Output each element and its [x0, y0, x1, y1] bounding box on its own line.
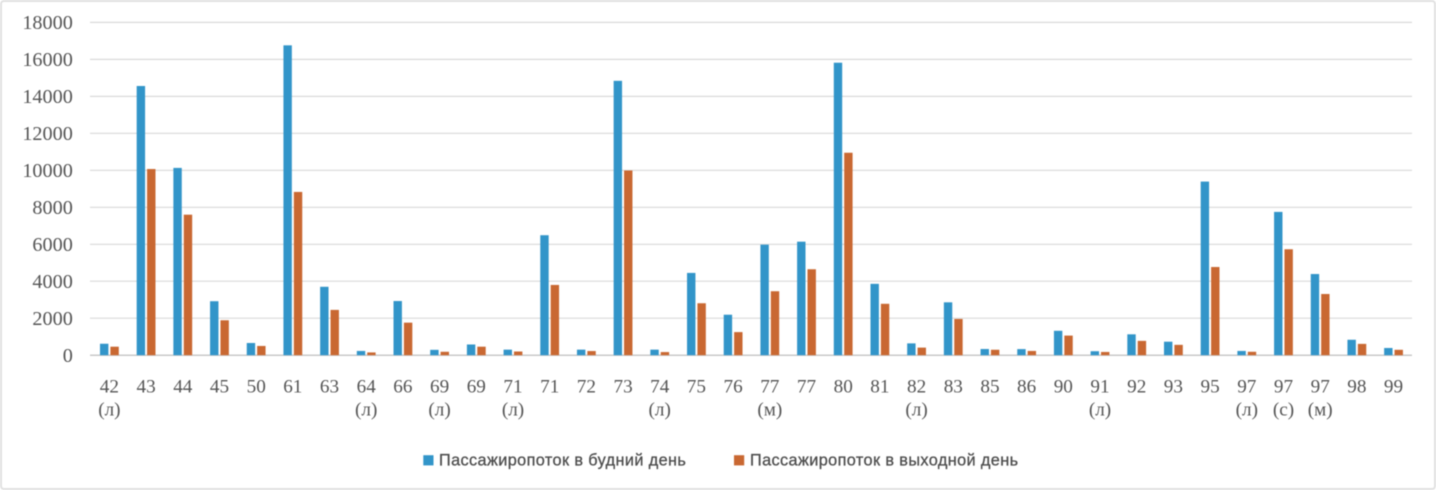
svg-text:83: 83	[944, 377, 963, 398]
svg-text:0: 0	[63, 345, 73, 367]
svg-text:16000: 16000	[22, 49, 72, 71]
svg-text:2000: 2000	[32, 308, 72, 330]
svg-text:97: 97	[1274, 377, 1294, 398]
svg-text:(л): (л)	[98, 400, 120, 421]
svg-text:74: 74	[650, 377, 670, 398]
svg-text:80: 80	[834, 377, 853, 398]
svg-text:18000: 18000	[22, 12, 72, 34]
svg-text:75: 75	[687, 377, 706, 398]
svg-text:77: 77	[797, 377, 817, 398]
svg-text:Пассажиропоток в выходной день: Пассажиропоток в выходной день	[750, 451, 1018, 469]
svg-text:76: 76	[724, 377, 744, 398]
svg-text:92: 92	[1127, 377, 1146, 398]
svg-text:12000: 12000	[22, 123, 72, 145]
svg-text:Пассажиропоток в будний день: Пассажиропоток в будний день	[439, 451, 686, 469]
svg-text:(л): (л)	[428, 400, 450, 421]
svg-text:6000: 6000	[32, 234, 72, 256]
svg-text:(м): (м)	[1308, 400, 1333, 421]
svg-text:43: 43	[137, 377, 156, 398]
svg-text:(л): (л)	[355, 400, 377, 421]
svg-text:42: 42	[100, 377, 119, 398]
svg-text:81: 81	[870, 377, 889, 398]
svg-text:44: 44	[173, 377, 193, 398]
svg-text:8000: 8000	[32, 197, 72, 219]
svg-text:64: 64	[357, 377, 377, 398]
svg-text:61: 61	[283, 377, 302, 398]
svg-text:72: 72	[577, 377, 596, 398]
svg-text:97: 97	[1237, 377, 1257, 398]
svg-text:98: 98	[1347, 377, 1366, 398]
svg-text:71: 71	[540, 377, 559, 398]
svg-text:82: 82	[907, 377, 926, 398]
svg-text:50: 50	[247, 377, 266, 398]
svg-text:91: 91	[1090, 377, 1109, 398]
svg-text:99: 99	[1384, 377, 1403, 398]
svg-text:66: 66	[393, 377, 413, 398]
svg-text:73: 73	[614, 377, 633, 398]
svg-text:63: 63	[320, 377, 339, 398]
svg-text:86: 86	[1017, 377, 1037, 398]
svg-text:(с): (с)	[1273, 400, 1294, 421]
svg-text:4000: 4000	[32, 271, 72, 293]
svg-text:(м): (м)	[757, 400, 782, 421]
svg-text:77: 77	[760, 377, 780, 398]
svg-text:(л): (л)	[502, 400, 524, 421]
svg-text:93: 93	[1164, 377, 1183, 398]
svg-text:97: 97	[1311, 377, 1331, 398]
svg-text:71: 71	[503, 377, 522, 398]
svg-text:45: 45	[210, 377, 229, 398]
svg-text:69: 69	[430, 377, 449, 398]
svg-text:95: 95	[1201, 377, 1220, 398]
svg-text:90: 90	[1054, 377, 1073, 398]
svg-text:85: 85	[980, 377, 999, 398]
svg-text:69: 69	[467, 377, 486, 398]
svg-text:(л): (л)	[1236, 400, 1258, 421]
svg-text:(л): (л)	[649, 400, 671, 421]
svg-text:14000: 14000	[22, 86, 72, 108]
svg-text:(л): (л)	[1089, 400, 1111, 421]
svg-text:10000: 10000	[22, 160, 72, 182]
svg-text:(л): (л)	[905, 400, 927, 421]
